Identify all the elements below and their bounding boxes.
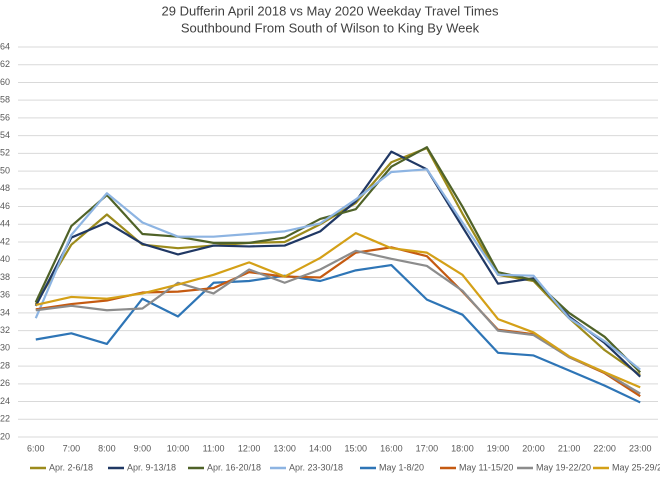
y-tick-label: 54 [0,130,10,140]
series-line [35,263,641,404]
series-line [35,232,641,389]
y-tick-label: 44 [0,219,10,229]
x-tick-label: 10:00 [167,443,190,453]
legend-label: May 25-29/20 [612,462,660,472]
legend-label: May 1-8/20 [379,462,424,472]
x-tick-label: 7:00 [63,443,81,453]
series-line [34,146,641,376]
y-tick-label: 46 [0,201,10,211]
x-tick-label: 17:00 [416,443,439,453]
chart-title: 29 Dufferin April 2018 vs May 2020 Weekd… [162,3,499,18]
x-tick-label: 21:00 [558,443,581,453]
x-tick-label: 8:00 [98,443,116,453]
y-tick-label: 38 [0,272,10,282]
y-tick-label: 22 [0,414,10,424]
x-tick-label: 19:00 [487,443,510,453]
series-line [34,146,641,374]
series-line [35,246,641,398]
y-tick-label: 34 [0,307,10,317]
legend-label: May 11-15/20 [459,462,513,472]
x-tick-label: 23:00 [629,443,652,453]
x-tick-label: 18:00 [451,443,474,453]
y-tick-label: 24 [0,396,10,406]
y-tick-label: 50 [0,165,10,175]
x-tick-label: 9:00 [134,443,152,453]
y-tick-label: 56 [0,112,10,122]
legend-label: May 19-22/20 [536,462,591,472]
y-tick-label: 52 [0,148,10,158]
y-tick-label: 62 [0,59,10,69]
x-tick-label: 11:00 [203,443,225,453]
legend-label: Apr. 2-6/18 [49,462,93,472]
legend-label: Apr. 23-30/18 [289,462,343,472]
x-tick-label: 14:00 [309,443,332,453]
y-tick-label: 32 [0,325,10,335]
y-tick-label: 60 [0,77,10,87]
y-tick-label: 58 [0,95,10,105]
x-tick-label: 20:00 [522,443,545,453]
series-line [35,249,641,395]
y-tick-label: 48 [0,183,10,193]
y-tick-label: 36 [0,290,10,300]
y-tick-label: 64 [0,41,10,51]
y-tick-label: 30 [0,343,10,353]
x-tick-label: 6:00 [27,443,45,453]
x-tick-label: 16:00 [380,443,403,453]
y-tick-label: 20 [0,431,10,441]
y-tick-label: 40 [0,254,10,264]
x-tick-label: 22:00 [593,443,616,453]
y-tick-label: 26 [0,378,10,388]
x-tick-label: 15:00 [345,443,368,453]
chart-subtitle: Southbound From South of Wilson to King … [181,20,480,35]
y-tick-label: 28 [0,360,10,370]
x-tick-label: 13:00 [273,443,296,453]
x-tick-label: 12:00 [238,443,261,453]
y-tick-label: 42 [0,236,10,246]
legend-label: Apr. 9-13/18 [127,462,176,472]
series-line [34,168,641,371]
legend-label: Apr. 16-20/18 [207,462,261,472]
